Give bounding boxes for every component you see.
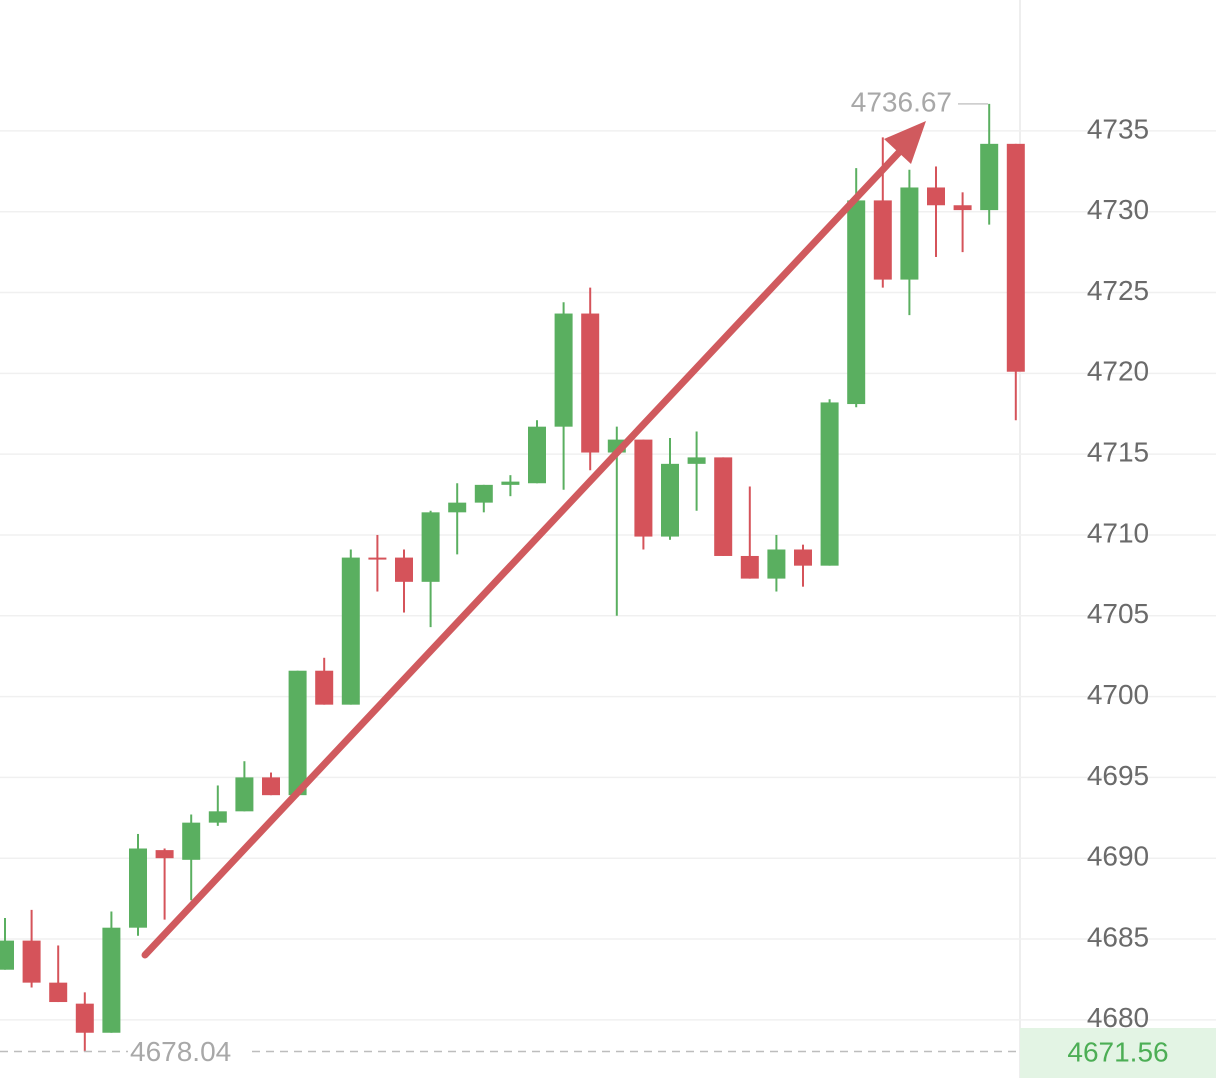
candle-body xyxy=(794,549,812,566)
high-label: 4736.67 xyxy=(851,86,952,117)
low-label: 4678.04 xyxy=(130,1036,231,1067)
candle-body xyxy=(767,549,786,579)
candle-body xyxy=(102,927,121,1033)
candle-body xyxy=(474,484,493,503)
candle-body xyxy=(182,822,201,860)
y-tick-label: 4725 xyxy=(1087,275,1149,306)
y-tick-label: 4700 xyxy=(1087,679,1149,710)
candle-body xyxy=(740,555,759,579)
candle-body xyxy=(714,457,733,556)
arrow-head xyxy=(884,121,926,164)
candle-body xyxy=(235,777,254,812)
candle-body xyxy=(687,457,706,464)
y-tick-label: 4735 xyxy=(1087,113,1149,144)
candle-body xyxy=(0,940,14,970)
candle-body xyxy=(448,502,467,513)
candle-body xyxy=(501,481,520,485)
y-tick-label: 4705 xyxy=(1087,598,1149,629)
candle-body xyxy=(262,777,280,796)
candle-body xyxy=(368,557,387,560)
candle-body xyxy=(208,811,227,823)
candle-body xyxy=(900,187,919,280)
candle-body xyxy=(980,143,999,211)
y-tick-label: 4690 xyxy=(1087,841,1149,872)
candle-body xyxy=(554,313,573,427)
y-tick-label: 4720 xyxy=(1087,356,1149,387)
candles xyxy=(0,103,1025,1052)
trend-arrow xyxy=(141,142,909,959)
price-tag xyxy=(1020,1028,1216,1078)
candle-body xyxy=(315,670,334,705)
last-price: 4671.56 xyxy=(1067,1036,1168,1067)
low-label-bg xyxy=(128,1035,246,1068)
candle-body xyxy=(421,512,440,582)
y-tick-label: 4710 xyxy=(1087,517,1149,548)
candle-body xyxy=(49,982,68,1003)
grid: 4680468546904695470047054710471547204725… xyxy=(0,113,1216,1033)
candle-body xyxy=(395,557,413,582)
candle-body xyxy=(820,402,839,566)
candle-body xyxy=(873,200,892,280)
y-tick-label: 4685 xyxy=(1087,921,1149,952)
candle-body xyxy=(288,670,307,796)
candle-body xyxy=(22,940,41,983)
candle-body xyxy=(1006,143,1025,372)
candle-body xyxy=(155,850,174,859)
candle-body xyxy=(634,439,653,537)
candle-body xyxy=(341,557,360,705)
y-tick-label: 4715 xyxy=(1087,437,1149,468)
candle-body xyxy=(75,1003,94,1033)
candle-body xyxy=(129,848,147,928)
candle-body xyxy=(661,463,679,537)
candle-body xyxy=(953,205,972,211)
y-tick-label: 4695 xyxy=(1087,760,1149,791)
y-tick-label: 4730 xyxy=(1087,194,1149,225)
annotations: 4736.67 4678.04 xyxy=(0,86,1020,1068)
candle-body xyxy=(581,313,600,453)
candle-body xyxy=(528,426,546,484)
candle-body xyxy=(847,200,866,405)
candle-body xyxy=(927,187,945,206)
